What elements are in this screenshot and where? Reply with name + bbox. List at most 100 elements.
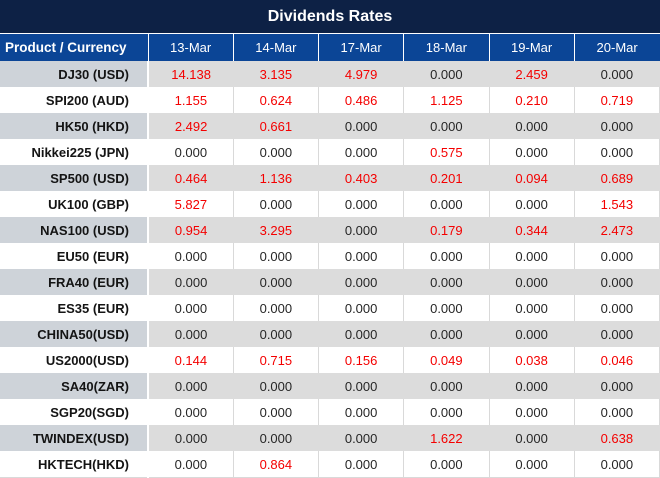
dividend-value-cell: 0.719 [573, 87, 660, 113]
column-header-date: 17-Mar [317, 34, 404, 61]
dividend-value-cell: 0.000 [574, 61, 660, 87]
dividend-value-cell: 0.000 [317, 139, 404, 165]
table-row: HK50 (HKD) 2.492 0.661 0.000 0.000 0.000 0.000 [0, 113, 660, 139]
dividend-value-cell: 0.000 [488, 295, 575, 321]
dividend-value-cell: 2.473 [574, 217, 660, 243]
dividend-value-cell: 0.000 [403, 61, 489, 87]
table-row: TWINDEX(USD) 0.000 0.000 0.000 1.622 0.000 0.6… [0, 425, 660, 451]
column-header-date: 18-Mar [403, 34, 489, 61]
column-header-date: 20-Mar [573, 34, 660, 61]
dividend-value-cell: 4.979 [318, 61, 404, 87]
product-label: SP500 (USD) [0, 165, 149, 191]
dividend-value-cell: 0.000 [489, 373, 575, 399]
product-label: CHINA50(USD) [0, 321, 149, 347]
dividend-value-cell: 0.624 [232, 87, 319, 113]
dividend-value-cell: 2.459 [489, 61, 575, 87]
dividend-value-cell: 0.000 [318, 373, 404, 399]
column-header-product-currency: Product / Currency [0, 34, 148, 61]
product-label: SPI200 (AUD) [0, 87, 149, 113]
table-row: FRA40 (EUR) 0.000 0.000 0.000 0.000 0.000 0.00… [0, 269, 660, 295]
dividend-value-cell: 0.464 [148, 165, 234, 191]
table-row: EU50 (EUR) 0.000 0.000 0.000 0.000 0.000 0.000 [0, 243, 660, 269]
dividend-value-cell: 1.155 [148, 87, 234, 113]
dividend-value-cell: 0.000 [574, 373, 660, 399]
dividend-value-cell: 0.000 [489, 321, 575, 347]
dividend-value-cell: 5.827 [148, 191, 234, 217]
dividend-value-cell: 0.000 [148, 269, 234, 295]
table-row: HKTECH(HKD) 0.000 0.864 0.000 0.000 0.000 0.00… [0, 451, 660, 478]
dividend-value-cell: 0.000 [318, 425, 404, 451]
dividend-value-cell: 0.049 [403, 347, 489, 373]
dividend-value-cell: 0.000 [317, 295, 404, 321]
dividend-value-cell: 0.954 [148, 217, 234, 243]
dividend-value-cell: 0.000 [148, 243, 234, 269]
dividend-value-cell: 0.000 [318, 321, 404, 347]
dividend-value-cell: 0.000 [488, 451, 575, 478]
dividend-value-cell: 0.000 [232, 139, 319, 165]
dividend-value-cell: 0.179 [403, 217, 489, 243]
product-label: FRA40 (EUR) [0, 269, 149, 295]
dividend-value-cell: 0.000 [318, 113, 404, 139]
dividend-value-cell: 0.000 [233, 269, 319, 295]
dividend-value-cell: 0.000 [233, 321, 319, 347]
dividend-value-cell: 0.000 [317, 191, 404, 217]
dividend-value-cell: 0.000 [489, 269, 575, 295]
table-row: SGP20(SGD) 0.000 0.000 0.000 0.000 0.000 0.000 [0, 399, 660, 425]
dividend-value-cell: 0.344 [489, 217, 575, 243]
product-label: HKTECH(HKD) [0, 451, 149, 478]
table-row: ES35 (EUR) 0.000 0.000 0.000 0.000 0.000 0.000 [0, 295, 660, 321]
dividend-value-cell: 0.038 [488, 347, 575, 373]
dividends-rates-table: Product / Currency 13-Mar 14-Mar 17-Mar … [0, 34, 660, 478]
product-label: SA40(ZAR) [0, 373, 149, 399]
table-row: SPI200 (AUD) 1.155 0.624 0.486 1.125 0.210 0.7… [0, 87, 660, 113]
column-header-date: 19-Mar [488, 34, 575, 61]
dividend-value-cell: 0.000 [317, 451, 404, 478]
header-row: Product / Currency 13-Mar 14-Mar 17-Mar … [0, 34, 660, 61]
dividend-value-cell: 2.492 [148, 113, 234, 139]
dividend-value-cell: 0.000 [573, 243, 660, 269]
dividend-value-cell: 0.000 [488, 243, 575, 269]
dividend-value-cell: 1.136 [233, 165, 319, 191]
dividend-value-cell: 14.138 [148, 61, 234, 87]
table-row: UK100 (GBP) 5.827 0.000 0.000 0.000 0.000 1.54… [0, 191, 660, 217]
dividend-value-cell: 1.622 [403, 425, 489, 451]
dividend-value-cell: 0.000 [318, 217, 404, 243]
dividend-value-cell: 0.000 [488, 191, 575, 217]
dividend-value-cell: 0.000 [403, 113, 489, 139]
product-label: EU50 (EUR) [0, 243, 149, 269]
product-label: TWINDEX(USD) [0, 425, 149, 451]
report-title: Dividends Rates [0, 0, 660, 34]
product-label: NAS100 (USD) [0, 217, 149, 243]
dividend-value-cell: 0.000 [232, 295, 319, 321]
dividend-value-cell: 0.000 [148, 399, 234, 425]
dividend-value-cell: 0.638 [574, 425, 660, 451]
product-label: UK100 (GBP) [0, 191, 149, 217]
dividend-value-cell: 0.486 [317, 87, 404, 113]
dividend-value-cell: 0.715 [232, 347, 319, 373]
dividend-value-cell: 0.000 [488, 139, 575, 165]
dividend-value-cell: 0.000 [317, 243, 404, 269]
dividend-value-cell: 0.000 [488, 399, 575, 425]
product-label: SGP20(SGD) [0, 399, 149, 425]
product-label: DJ30 (USD) [0, 61, 149, 87]
table-row: US2000(USD) 0.144 0.715 0.156 0.049 0.038 0.04… [0, 347, 660, 373]
dividend-value-cell: 0.000 [403, 243, 489, 269]
dividend-value-cell: 0.000 [403, 321, 489, 347]
table-row: SA40(ZAR) 0.000 0.000 0.000 0.000 0.000 0.000 [0, 373, 660, 399]
dividend-value-cell: 0.575 [403, 139, 489, 165]
dividend-value-cell: 0.094 [489, 165, 575, 191]
column-header-date: 14-Mar [232, 34, 319, 61]
dividend-value-cell: 0.000 [403, 451, 489, 478]
table-row: SP500 (USD) 0.464 1.136 0.403 0.201 0.094 0.68… [0, 165, 660, 191]
dividend-value-cell: 0.156 [317, 347, 404, 373]
dividend-value-cell: 1.543 [573, 191, 660, 217]
dividend-value-cell: 0.000 [148, 295, 234, 321]
dividend-value-cell: 0.000 [317, 399, 404, 425]
dividend-value-cell: 0.000 [232, 243, 319, 269]
dividend-value-cell: 0.000 [403, 269, 489, 295]
dividend-value-cell: 0.000 [489, 425, 575, 451]
table-row: CHINA50(USD) 0.000 0.000 0.000 0.000 0.000 0.0… [0, 321, 660, 347]
dividend-value-cell: 0.000 [233, 425, 319, 451]
dividend-value-cell: 0.000 [489, 113, 575, 139]
dividend-value-cell: 3.135 [233, 61, 319, 87]
